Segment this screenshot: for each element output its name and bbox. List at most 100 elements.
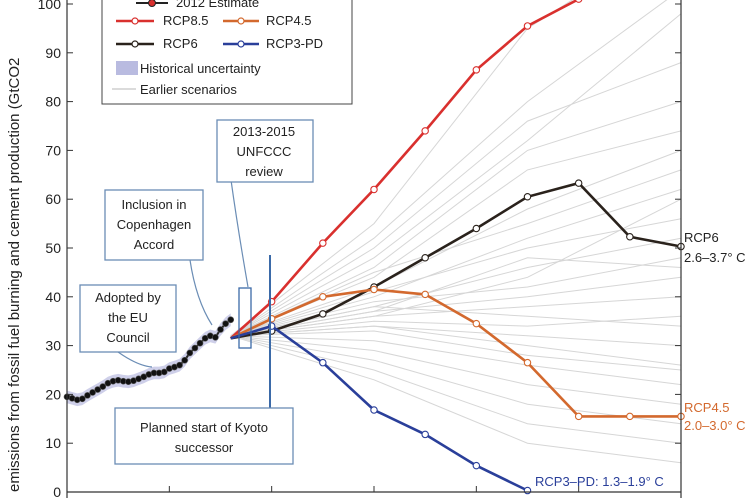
earlier-scenario-7 <box>230 169 682 337</box>
series-point-rcp85-2040 <box>370 185 378 194</box>
earlier-scenario-2 <box>230 13 682 337</box>
series-point-rcp85-2080 <box>575 0 583 3</box>
earlier-scenario-17 <box>230 335 682 386</box>
annotation-unfccc-line-2: UNFCCC <box>237 144 292 159</box>
end-label-rcp3: RCP3–PD: 1.3–1.9° C <box>535 474 664 489</box>
historical-point-1983 <box>79 395 86 403</box>
historical-point-1985 <box>89 389 96 396</box>
legend-swatch-uncertainty <box>116 61 138 75</box>
series-point-rcp3pd-2040 <box>370 406 378 414</box>
annotation-copenhagen-box <box>104 189 204 261</box>
y-tick-label-70: 70 <box>45 142 61 158</box>
annotation-unfccc-pointer <box>230 179 249 288</box>
end-label-rcp6-name: RCP6 <box>684 230 719 245</box>
annotation-kyoto: Planned start of Kyoto successor <box>114 255 294 465</box>
legend-marker-2012 <box>148 0 156 7</box>
historical-point-2012 <box>227 316 235 324</box>
series-line-rcp45 <box>230 288 681 418</box>
series-point-rcp3pd-2030 <box>319 358 327 367</box>
annotation-unfccc-line-3: review <box>245 164 283 179</box>
historical-point-2002 <box>176 361 183 369</box>
historical-estimate <box>63 316 235 404</box>
earlier-scenario-24 <box>230 325 682 366</box>
legend-label-2012: 2012 Estimate <box>176 0 259 10</box>
annotation-eu-council-line-1: Adopted by <box>95 290 161 305</box>
earlier-scenario-11 <box>230 257 682 337</box>
historical-point-2004 <box>186 349 194 357</box>
series-point-rcp45-2050 <box>421 290 429 299</box>
series-point-rcp45-2090 <box>626 412 634 421</box>
earlier-scenario-18 <box>230 335 682 405</box>
legend-label-rcp85: RCP8.5 <box>163 13 209 28</box>
annotation-copenhagen-line-3: Accord <box>134 237 174 252</box>
unfccc-review-window <box>238 287 252 349</box>
historical-point-2009 <box>212 334 219 341</box>
series-point-rcp45-2040 <box>370 285 378 294</box>
annotation-unfccc-line-1: 2013-2015 <box>233 124 295 139</box>
earlier-scenario-19 <box>230 335 682 425</box>
series-point-rcp3pd-2060 <box>472 461 481 470</box>
series-point-rcp85-2050 <box>421 127 429 135</box>
earlier-scenario-0 <box>230 0 574 337</box>
series-point-rcp85-2070 <box>523 22 532 30</box>
annotation-kyoto-box <box>114 407 294 465</box>
y-ticks: 0 10 20 30 40 50 60 70 80 90 100 <box>38 0 681 498</box>
annotation-copenhagen-line-2: Copenhagen <box>117 217 191 232</box>
y-tick-label-40: 40 <box>45 289 61 305</box>
earlier-scenario-25 <box>230 257 682 337</box>
series-point-rcp3pd-2050 <box>421 430 429 439</box>
annotation-unfccc: 2013-2015 UNFCCC review <box>216 119 314 349</box>
earlier-scenario-3 <box>230 62 682 337</box>
legend-box <box>101 0 353 105</box>
y-tick-label-10: 10 <box>45 435 61 451</box>
legend-label-rcp3: RCP3-PD <box>266 36 323 51</box>
y-tick-label-20: 20 <box>45 386 61 402</box>
annotation-copenhagen: Inclusion in Copenhagen Accord <box>104 189 213 326</box>
y-tick-label-0: 0 <box>53 484 61 498</box>
y-axis-label: emissions from fossil fuel burning and c… <box>6 58 23 492</box>
historical-point-1986 <box>94 386 101 393</box>
annotation-unfccc-box <box>216 119 314 183</box>
y-tick-label-60: 60 <box>45 191 61 207</box>
historical-point-1984 <box>84 392 91 399</box>
legend-marker-rcp6 <box>131 40 139 48</box>
end-label-rcp45-name: RCP4.5 <box>684 400 730 415</box>
y-tick-label-30: 30 <box>45 338 61 354</box>
series-point-rcp6-2060 <box>472 224 481 233</box>
series-point-rcp6-2090 <box>626 233 634 241</box>
y-tick-label-90: 90 <box>45 45 61 61</box>
legend-marker-rcp45 <box>237 17 245 25</box>
series-point-rcp45-2070 <box>523 358 532 367</box>
legend-marker-rcp85 <box>131 17 139 25</box>
legend-label-earlier: Earlier scenarios <box>140 82 237 97</box>
series-point-rcp6-2050 <box>421 254 429 262</box>
legend-marker-rcp3 <box>237 40 245 48</box>
annotation-copenhagen-line-1: Inclusion in <box>121 197 186 212</box>
rcp-series <box>229 0 685 495</box>
historical-point-2006 <box>196 339 204 347</box>
earlier-scenario-16 <box>230 330 682 371</box>
series-point-rcp6-2030 <box>319 310 327 318</box>
earlier-scenario-1 <box>230 0 668 337</box>
series-line-rcp85 <box>229 0 580 340</box>
annotation-copenhagen-pointer <box>189 259 213 326</box>
historical-point-2010 <box>217 326 224 333</box>
legend-label-rcp6: RCP6 <box>163 36 198 51</box>
y-tick-label-50: 50 <box>45 240 61 256</box>
series-point-rcp6-2080 <box>574 179 583 187</box>
annotation-eu-council: Adopted by the EU Council <box>79 284 177 368</box>
earlier-scenario-4 <box>230 101 682 337</box>
series-point-rcp45-2080 <box>574 412 583 421</box>
end-label-rcp45-range: 2.0–3.0° C <box>684 418 746 433</box>
series-point-rcp3pd-2070 <box>523 486 532 495</box>
annotation-eu-council-pointer <box>117 351 153 368</box>
series-point-rcp6-2070 <box>523 193 532 201</box>
earlier-scenario-20 <box>230 335 682 444</box>
annotation-eu-council-box <box>79 284 177 353</box>
annotation-kyoto-line-2: successor <box>175 440 234 455</box>
legend-label-rcp45: RCP4.5 <box>266 13 312 28</box>
x-ticks <box>168 486 682 492</box>
legend-label-uncertainty: Historical uncertainty <box>140 61 261 76</box>
annotation-kyoto-line-1: Planned start of Kyoto <box>140 420 268 435</box>
annotation-eu-council-line-3: Council <box>106 330 149 345</box>
